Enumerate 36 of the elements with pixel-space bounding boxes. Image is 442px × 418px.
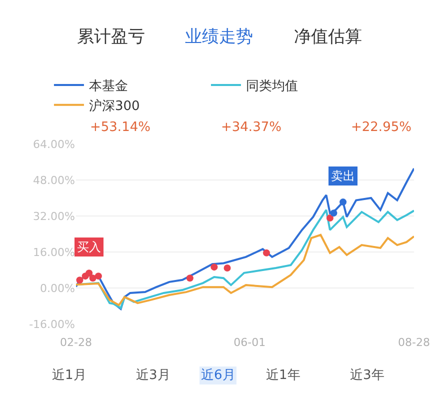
y-tick-label: 48.00% — [33, 174, 75, 187]
point — [210, 264, 218, 271]
text: +53.14% — [90, 120, 150, 135]
point — [224, 264, 231, 272]
y-tick-label: 64.00% — [33, 138, 75, 151]
text: +34.37% — [221, 120, 282, 135]
text: 业绩走势 — [185, 27, 253, 47]
text: 净值估算 — [294, 27, 362, 47]
text: 近3年 — [350, 368, 384, 383]
x-tick-label: 08-28 — [398, 336, 430, 350]
text: +22.95% — [351, 120, 412, 135]
x-tick-label: 02-28 — [60, 336, 92, 350]
y-tick-label: 0.00% — [40, 282, 75, 295]
annotation: 卖出 — [331, 169, 355, 183]
point — [89, 274, 96, 282]
annotation: 买入 — [77, 240, 101, 254]
y-tick-label: -16.00% — [29, 318, 75, 331]
point — [262, 249, 270, 256]
text: 累计盈亏 — [77, 27, 145, 47]
text: 近6月 — [201, 368, 236, 383]
point — [86, 270, 93, 277]
legend-label: 本基金 — [88, 79, 128, 94]
x-tick-label: 06-01 — [234, 336, 266, 350]
point — [76, 276, 84, 284]
text: 近1月 — [52, 368, 86, 383]
point — [94, 272, 102, 280]
point — [186, 274, 194, 282]
y-tick-label: 32.00% — [33, 210, 75, 223]
text: 近3月 — [136, 368, 170, 383]
point — [340, 198, 347, 206]
point — [330, 210, 338, 217]
text: 近1年 — [266, 368, 300, 383]
legend-label: 沪深300 — [88, 98, 140, 114]
point — [326, 214, 334, 222]
y-tick-label: 16.00% — [33, 246, 75, 259]
legend-label: 同类均值 — [246, 79, 298, 94]
